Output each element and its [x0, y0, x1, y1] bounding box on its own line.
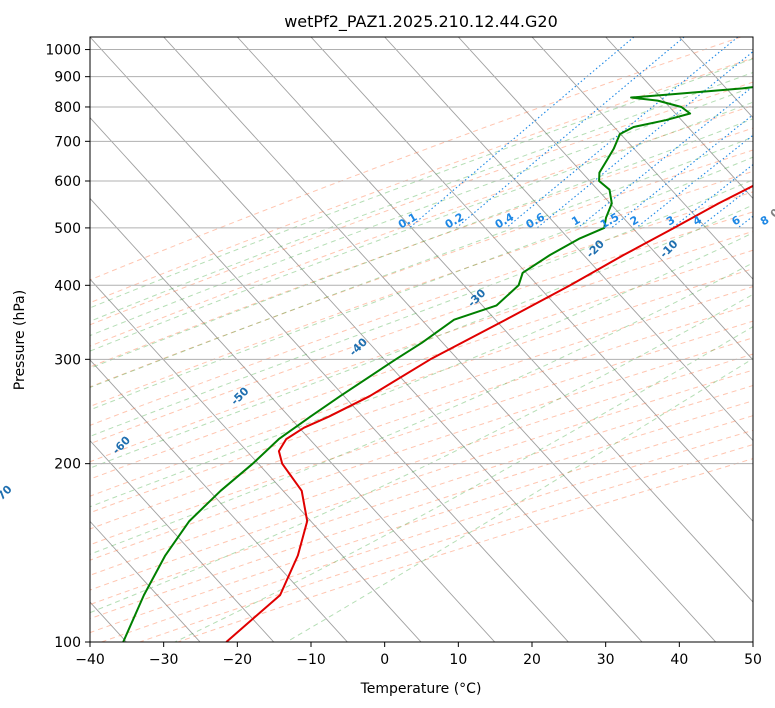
mixing-ratio-line: [577, 85, 753, 229]
dewpoint-profile: [122, 86, 753, 642]
y-tick-label: 500: [54, 221, 81, 237]
y-tick-label: 700: [54, 134, 81, 150]
isotherm-label: -10: [657, 237, 680, 260]
dry-adiabat: [90, 81, 753, 326]
skewed-isotherm: [237, 37, 753, 603]
skewed-isotherm: [90, 278, 422, 642]
skewed-isotherm: [90, 439, 275, 642]
skewed-isotherm: [90, 197, 496, 642]
mixing-ratio-line: [505, 37, 739, 229]
y-tick-label: 400: [54, 278, 81, 294]
label-layer: 0.10.20.40.611.52346810131620253036-100-…: [0, 206, 775, 506]
x-tick-label: 10: [449, 652, 467, 668]
dry-adiabat: [90, 105, 753, 347]
x-axis: −40 −30 −20 −10 0 10 20 30 40 50: [75, 642, 762, 668]
skewed-isotherm: [90, 359, 348, 642]
dry-adiabat: [90, 415, 753, 634]
isotherm-label: -70: [0, 483, 15, 506]
skewed-isotherm: [752, 37, 753, 38]
dry-adiabat: [139, 444, 753, 642]
moist-adiabat: [90, 58, 753, 309]
x-tick-label: −20: [223, 652, 253, 668]
skewed-isotherm: [605, 37, 753, 200]
dry-adiabat: [90, 320, 753, 546]
mixing-ratio-line: [672, 163, 753, 229]
mixing-ratio-line: [766, 37, 775, 228]
dry-adiabat: [90, 400, 753, 620]
moist-adiabat: [90, 118, 753, 369]
dry-adiabat: [90, 211, 753, 445]
dry-adiabat: [90, 353, 753, 576]
x-tick-label: 30: [597, 652, 615, 668]
skewed-isotherm: [310, 37, 753, 523]
x-axis-title: Temperature (°C): [360, 681, 482, 697]
temperature-profile: [225, 184, 753, 642]
y-tick-label: 300: [54, 352, 81, 368]
moist-adiabat: [90, 232, 753, 508]
y-axis: 100 200 300 400 500 600 700 800 900 1000: [45, 43, 90, 651]
mixing-ratio-line: [698, 185, 753, 229]
moist-adiabat: [90, 179, 753, 437]
dry-adiabat: [90, 37, 742, 281]
skewed-isotherm: [90, 520, 201, 642]
isotherm-label: -20: [584, 237, 607, 260]
skewed-isotherm: [384, 37, 753, 442]
skewed-isotherm: [90, 37, 643, 642]
x-tick-label: 20: [523, 652, 541, 668]
grid: [90, 49, 753, 643]
x-tick-label: −40: [75, 652, 105, 668]
skewed-isotherm: [90, 117, 569, 642]
mixing-ratio-line: [455, 37, 685, 229]
mixing-ratio-line: [409, 37, 635, 229]
moist-adiabat: [90, 293, 753, 614]
x-tick-label: −30: [149, 652, 179, 668]
x-tick-label: 50: [744, 652, 762, 668]
mixing-ratio-line: [611, 114, 753, 229]
dry-adiabat: [90, 230, 753, 463]
mixing-ratio-line: [737, 215, 753, 229]
isotherm-label: -60: [110, 433, 133, 456]
dry-adiabat: [177, 458, 753, 642]
x-tick-label: 40: [670, 652, 688, 668]
moist-adiabat: [90, 156, 753, 411]
x-tick-label: −10: [296, 652, 326, 668]
series-layer: [122, 86, 753, 642]
dry-adiabat: [90, 369, 753, 591]
y-tick-label: 900: [54, 70, 81, 86]
dry-adiabat: [90, 170, 753, 407]
dry-adiabat: [90, 268, 753, 497]
y-tick-label: 800: [54, 100, 81, 116]
chart-title: wetPf2_PAZ1.2025.210.12.44.G20: [284, 12, 558, 32]
isotherm-label: -40: [347, 335, 370, 358]
isotherm-label: 0: [768, 206, 775, 221]
y-tick-label: 200: [54, 457, 81, 473]
mixing-ratio-line: [536, 50, 753, 229]
skewed-isotherm: [163, 37, 717, 642]
plot-frame: [89, 36, 754, 643]
background-lines: [90, 37, 775, 642]
moist-adiabat: [90, 86, 753, 337]
y-tick-label: 600: [54, 174, 81, 190]
skewed-isotherm: [458, 37, 753, 361]
y-axis-title: Pressure (hPa): [12, 290, 28, 390]
y-tick-label: 1000: [45, 43, 81, 59]
skewed-isotherm: [531, 37, 753, 280]
dry-adiabat: [90, 303, 753, 530]
mixing-ratio-label: 8: [758, 213, 771, 228]
x-tick-label: 0: [380, 652, 389, 668]
moist-adiabat: [90, 71, 753, 322]
y-tick-label: 100: [54, 635, 81, 651]
isotherm-label: -50: [228, 384, 251, 407]
